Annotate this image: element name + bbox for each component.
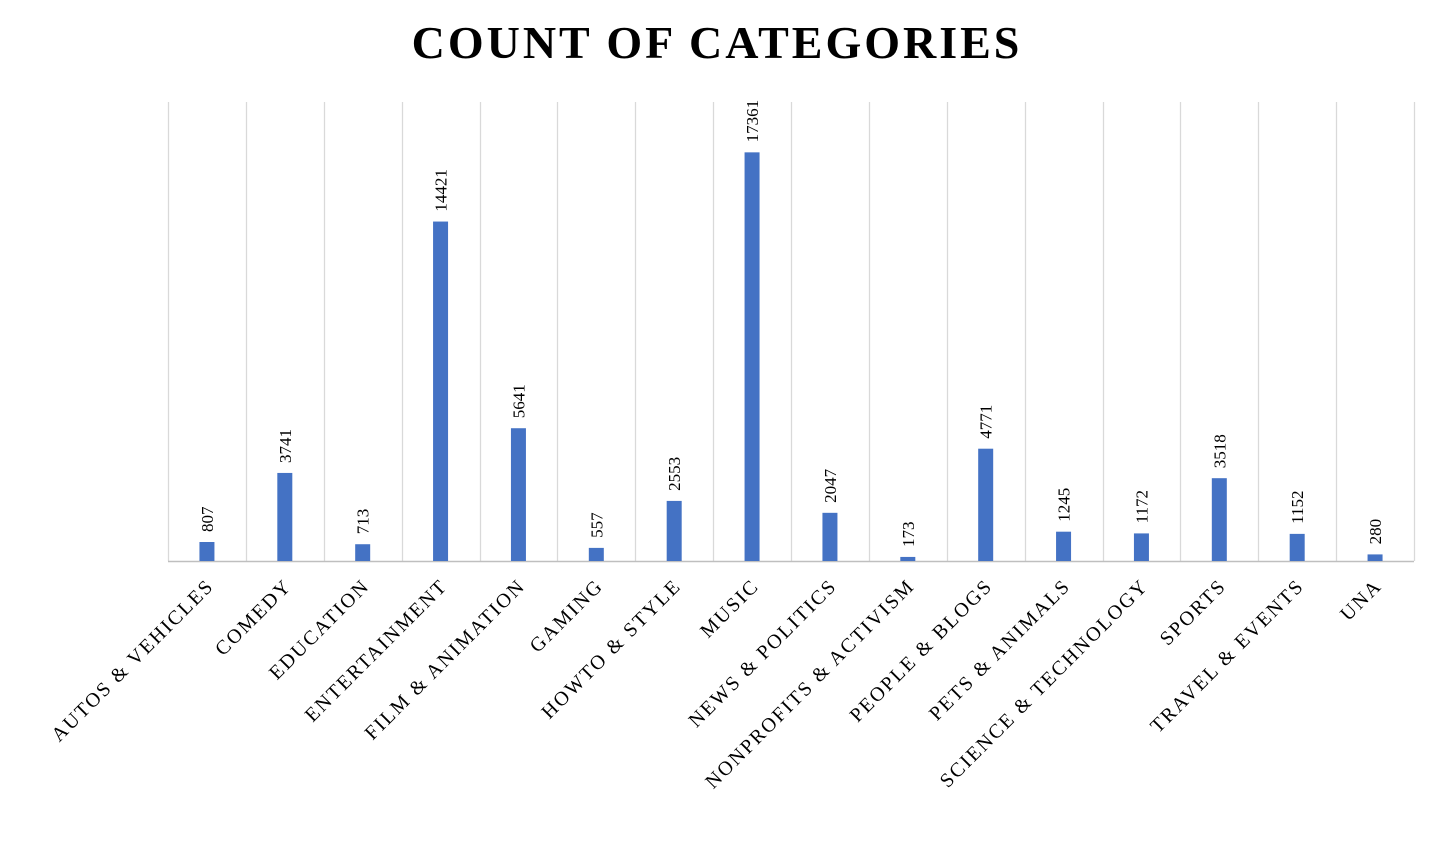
data-label: 713 xyxy=(354,509,373,535)
category-tick-label: SPORTS xyxy=(1156,575,1231,650)
bar xyxy=(355,544,371,561)
data-label: 280 xyxy=(1366,519,1385,545)
category-tick-label: GAMING xyxy=(526,575,608,657)
data-label: 1245 xyxy=(1055,488,1074,522)
bar xyxy=(744,152,760,561)
data-label: 4771 xyxy=(977,405,996,439)
data-label: 14421 xyxy=(432,169,451,212)
data-label: 1152 xyxy=(1288,491,1307,524)
bar xyxy=(433,221,449,562)
bar xyxy=(822,512,838,561)
category-tick-label: PEOPLE & BLOGS xyxy=(846,575,998,727)
category-tick-label: FILM & ANIMATION xyxy=(361,575,530,744)
bar xyxy=(900,556,916,561)
bar xyxy=(1056,531,1072,561)
category-tick-label: COMEDY xyxy=(211,575,296,660)
bar xyxy=(1289,533,1305,561)
data-label: 5641 xyxy=(509,384,528,418)
gridlines xyxy=(167,102,1416,563)
category-tick-label: MUSIC xyxy=(696,575,763,642)
category-tick-label: AUTOS & VEHICLES xyxy=(47,575,218,746)
category-tick-label: ENTERTAINMENT xyxy=(301,575,452,726)
data-label: 2553 xyxy=(665,457,684,491)
bar xyxy=(666,500,682,561)
data-label: 173 xyxy=(899,521,918,547)
bars xyxy=(199,152,1383,562)
data-label: 557 xyxy=(587,512,606,538)
data-label: 3518 xyxy=(1210,434,1229,468)
data-label: 17361 xyxy=(743,100,762,143)
data-label: 2047 xyxy=(821,468,840,503)
bar xyxy=(277,472,293,561)
bar xyxy=(978,448,994,561)
data-label: 807 xyxy=(198,506,217,532)
bar xyxy=(510,428,526,561)
category-tick-labels: AUTOS & VEHICLESCOMEDYEDUCATIONENTERTAIN… xyxy=(47,575,1386,793)
data-labels: 807 3741 713 14421 5641 557 2553 17361 2047 173 47… xyxy=(198,100,1385,547)
category-tick-label: NEWS & POLITICS xyxy=(684,575,841,732)
bar xyxy=(588,547,604,561)
category-tick-label: PETS & ANIMALS xyxy=(925,575,1075,725)
chart-title: COUNT OF CATEGORIES xyxy=(412,17,1023,68)
data-label: 3741 xyxy=(276,429,295,463)
bar xyxy=(1211,478,1227,561)
category-tick-label: HOWTO & STYLE xyxy=(537,575,685,723)
data-label: 1172 xyxy=(1132,490,1151,523)
bar xyxy=(199,542,215,561)
bar xyxy=(1133,533,1149,561)
bar xyxy=(1367,554,1383,561)
category-tick-label: UNA xyxy=(1336,575,1386,625)
category-tick-label: TRAVEL & EVENTS xyxy=(1146,575,1308,737)
